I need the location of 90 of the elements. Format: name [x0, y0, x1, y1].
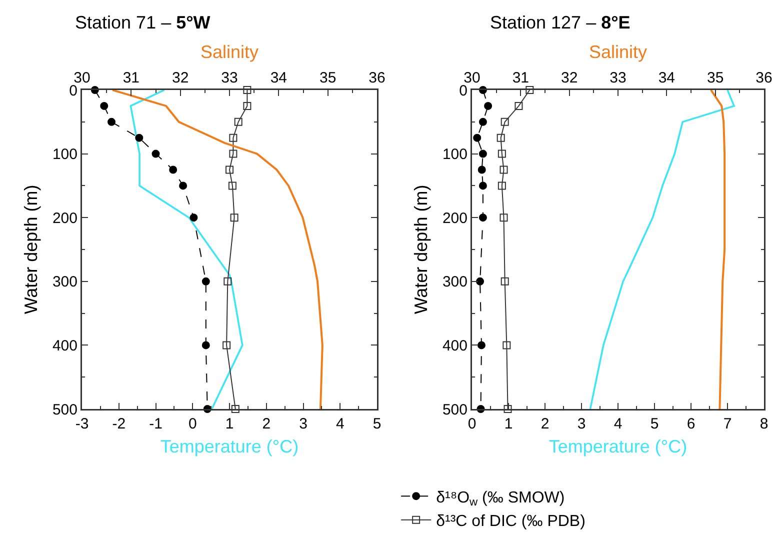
x-tick-label: 8: [760, 416, 768, 432]
point: [231, 405, 240, 413]
y-tick-label: 100: [52, 146, 78, 164]
x-tick-label: 6: [686, 416, 696, 432]
x-axis-title: Temperature (°C): [548, 436, 688, 456]
point: [478, 166, 486, 174]
point: [500, 214, 508, 222]
point: [502, 341, 511, 350]
y-axis-title: Water depth (m): [20, 184, 41, 314]
point: [500, 277, 509, 286]
point: [526, 86, 534, 94]
point: [152, 150, 160, 158]
point: [135, 134, 144, 142]
point: [484, 102, 492, 110]
point: [226, 166, 234, 174]
point: [478, 150, 487, 158]
x-tick-label: 3: [299, 416, 308, 432]
x2-tick-label: 32: [560, 70, 578, 86]
point: [500, 166, 508, 174]
point: [478, 214, 487, 222]
x2-axis-title: Salinity: [588, 42, 648, 62]
line-series: [589, 90, 735, 409]
y-tick-label: 500: [52, 401, 78, 418]
x-tick-label: 5: [650, 416, 659, 432]
x-tick-label: 7: [723, 416, 732, 432]
point: [190, 214, 198, 222]
point: [228, 182, 236, 190]
x2-tick-label: 35: [706, 70, 724, 86]
y-tick-label: 400: [442, 337, 468, 354]
point: [224, 277, 232, 286]
point: [169, 166, 178, 174]
y-tick-label: 400: [52, 337, 78, 354]
x-tick-label: 4: [614, 416, 622, 432]
point: [230, 214, 238, 222]
point: [108, 118, 116, 126]
x2-axis-title: Salinity: [200, 42, 259, 62]
point: [500, 118, 509, 126]
x2-tick-label: 36: [756, 70, 772, 86]
x2-tick-label: 33: [221, 70, 238, 86]
point: [504, 405, 512, 413]
x2-tick-label: 32: [172, 70, 189, 86]
x2-tick-label: 35: [319, 70, 336, 86]
point: [202, 341, 210, 350]
x-tick-label: 5: [372, 416, 382, 432]
y-tick-label: 200: [52, 210, 78, 227]
point: [514, 102, 523, 110]
x-tick-label: -2: [112, 416, 126, 432]
point: [478, 182, 487, 190]
point: [476, 277, 484, 286]
y-tick-label: 500: [442, 401, 468, 418]
point: [478, 118, 487, 126]
point: [243, 86, 252, 94]
x-axis-title: Temperature (°C): [160, 436, 299, 456]
x-tick-label: 4: [336, 416, 344, 432]
x2-tick-label: 34: [658, 70, 676, 86]
point: [243, 102, 252, 110]
x-tick-label: 3: [577, 416, 586, 432]
point: [477, 341, 486, 350]
x-tick-label: 2: [262, 416, 271, 432]
point: [498, 182, 506, 190]
x2-tick-label: 34: [270, 70, 288, 86]
x-tick-label: 1: [504, 416, 513, 432]
y-tick-label: 200: [442, 210, 468, 227]
point: [100, 102, 108, 110]
x-tick-label: -3: [75, 416, 89, 432]
chart-title: Station 127 – 8°E: [490, 12, 630, 32]
x-tick-label: -1: [149, 416, 162, 432]
legend-label: δ¹³C of DIC (‰ PDB): [436, 513, 586, 530]
point: [222, 341, 231, 350]
x-tick-label: 0: [188, 416, 197, 432]
y-axis-title: Water depth (m): [410, 184, 431, 314]
point: [179, 182, 188, 190]
x-tick-label: 2: [540, 416, 550, 432]
x2-tick-label: 31: [122, 70, 140, 86]
point: [496, 134, 505, 142]
x2-tick-label: 31: [512, 70, 530, 86]
x2-tick-label: 36: [368, 70, 386, 86]
point: [234, 118, 242, 126]
chart-title: Station 71 – 5°W: [75, 12, 210, 32]
x2-tick-label: 33: [610, 70, 626, 86]
y-tick-label: 300: [52, 274, 78, 291]
legend-label: δ¹⁸O$_{w}$ (‰ SMOW): [436, 489, 565, 509]
point: [202, 277, 210, 286]
point: [229, 134, 238, 142]
y-tick-label: 100: [442, 146, 468, 164]
x-tick-label: 1: [225, 416, 234, 432]
point: [498, 150, 506, 158]
y-tick-label: 300: [442, 274, 468, 291]
point: [473, 134, 482, 142]
point: [229, 150, 238, 158]
